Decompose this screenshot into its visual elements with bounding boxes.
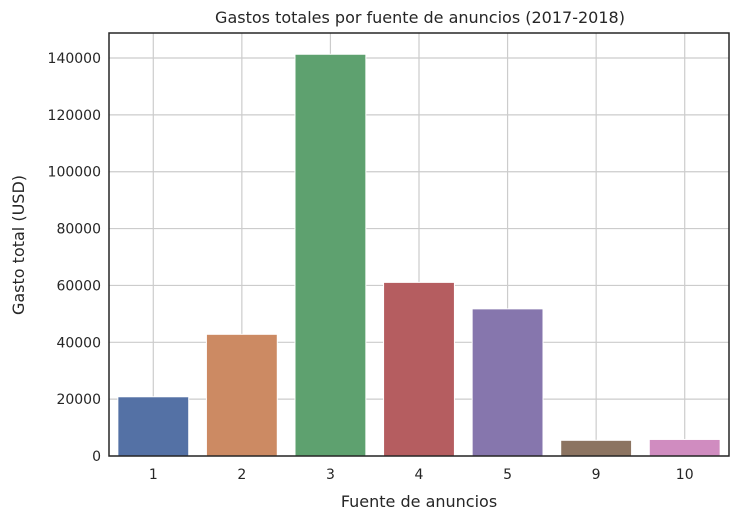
y-tick-label: 140000 xyxy=(48,51,101,67)
chart-title: Gastos totales por fuente de anuncios (2… xyxy=(215,8,625,27)
x-tick-label: 2 xyxy=(237,467,246,483)
x-tick-labels: 1 2 3 4 5 9 10 xyxy=(149,467,694,483)
bar-10 xyxy=(648,438,721,457)
y-tick-label: 80000 xyxy=(56,222,101,238)
y-tick-label: 40000 xyxy=(56,335,101,351)
y-tick-labels: 0 20000 40000 60000 80000 100000 120000 140000 xyxy=(48,51,101,465)
x-tick-label: 4 xyxy=(415,467,424,483)
plot-frame xyxy=(108,32,730,457)
y-tick-label: 60000 xyxy=(56,278,101,294)
y-tick-label: 20000 xyxy=(56,392,101,408)
bar-5 xyxy=(471,308,544,457)
bar-2 xyxy=(205,333,278,457)
bar-9 xyxy=(560,439,633,457)
y-axis-label: Gasto total (USD) xyxy=(9,175,28,315)
bar-1 xyxy=(117,396,190,457)
y-tick-label: 100000 xyxy=(48,165,101,181)
x-tick-label: 9 xyxy=(592,467,601,483)
x-tick-label: 10 xyxy=(676,467,694,483)
bar-3 xyxy=(294,53,367,457)
y-tick-label: 120000 xyxy=(48,108,101,124)
x-tick-label: 1 xyxy=(149,467,158,483)
x-tick-label: 3 xyxy=(326,467,335,483)
bar-4 xyxy=(383,281,455,457)
y-tick-label: 0 xyxy=(92,449,101,465)
x-tick-label: 5 xyxy=(503,467,512,483)
x-axis-label: Fuente de anuncios xyxy=(341,492,497,511)
bars xyxy=(117,53,721,457)
